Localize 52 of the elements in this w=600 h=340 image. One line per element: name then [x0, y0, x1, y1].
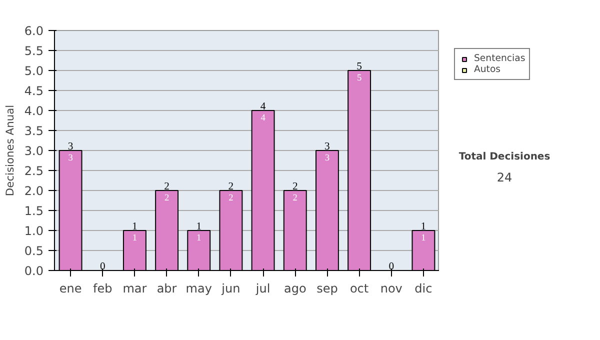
- x-tick-label: jun: [220, 282, 240, 296]
- total-label: 2: [164, 182, 170, 192]
- text: Total Decisiones: [458, 152, 550, 162]
- data-label: 2: [228, 194, 234, 204]
- total-label: 2: [228, 182, 234, 192]
- data-label: 1: [196, 234, 202, 244]
- total-label: 0: [388, 262, 394, 272]
- x-tick-label: mar: [122, 282, 147, 296]
- data-label: 5: [356, 74, 362, 84]
- y-tick-label: 6.0: [24, 24, 44, 38]
- x-tick-label: ago: [284, 282, 306, 296]
- data-label: 2: [292, 194, 298, 204]
- text: 24: [496, 170, 512, 185]
- y-tick-label: 4.0: [24, 104, 44, 118]
- y-tick-label: 0.5: [24, 244, 44, 258]
- y-tick-label: 5.0: [24, 64, 44, 78]
- data-label: 1: [421, 234, 426, 244]
- legend-label: Sentencias: [474, 53, 526, 64]
- total-label: 2: [292, 182, 298, 192]
- total-label: 5: [356, 62, 362, 72]
- data-label: 1: [132, 234, 138, 244]
- data-label: 4: [260, 114, 266, 124]
- y-tick-label: 2.5: [24, 164, 44, 178]
- x-tick-label: sep: [316, 282, 338, 296]
- data-label: 3: [68, 154, 74, 164]
- total-label: 1: [420, 222, 426, 232]
- x-tick-label: jul: [254, 282, 270, 296]
- y-tick-label: 1.5: [24, 204, 44, 218]
- x-tick-label: ene: [59, 282, 82, 296]
- x-tick-label: dic: [414, 282, 432, 296]
- y-tick-label: 3.5: [24, 124, 44, 138]
- x-tick-label: feb: [93, 282, 112, 296]
- x-tick-label: oct: [350, 282, 369, 296]
- y-tick-label: 3.0: [24, 144, 44, 158]
- x-tick-label: abr: [156, 282, 177, 296]
- total-label: 1: [196, 222, 202, 232]
- y-tick-label: 4.5: [24, 84, 44, 98]
- x-tick-label: nov: [380, 282, 402, 296]
- total-label: 4: [260, 102, 266, 112]
- y-tick-label: 5.5: [24, 44, 44, 58]
- total-label: 0: [100, 262, 106, 272]
- data-label: 2: [164, 194, 170, 204]
- total-label: 3: [324, 142, 330, 152]
- data-label: 3: [324, 154, 330, 164]
- y-axis-title: Decisiones Anual: [3, 104, 16, 196]
- y-tick-label: 2.0: [24, 184, 44, 198]
- y-tick-label: 1.0: [24, 224, 44, 238]
- total-label: 1: [132, 222, 138, 232]
- y-tick-label: 0.0: [24, 264, 44, 278]
- legend-label: Autos: [474, 64, 501, 75]
- total-label: 3: [68, 142, 74, 152]
- x-tick-label: may: [186, 282, 212, 296]
